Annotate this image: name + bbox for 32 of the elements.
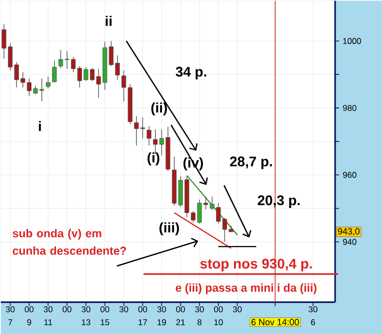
x-tick-label: 30 6: [308, 306, 318, 326]
y-tick-label: 960: [342, 172, 356, 178]
annotation: (ii): [151, 102, 167, 116]
annotation: 943,0: [338, 228, 360, 236]
x-tick-label: 00 9: [24, 306, 34, 326]
x-tick-label: 30: [119, 306, 128, 312]
y-tick-label: 940: [342, 238, 356, 245]
candlestick: [46, 76, 50, 89]
x-tick-label: 6 Nov 14:00: [252, 318, 299, 326]
x-tick-label: 30 11: [44, 306, 52, 326]
y-tick-label: 980: [342, 104, 356, 111]
annotation: 34 p.: [176, 66, 206, 80]
x-tick-label: 00: [62, 306, 72, 312]
y-tick-label: 1000: [343, 38, 362, 44]
candlestick: [52, 60, 57, 83]
annotation: ii: [106, 16, 112, 26]
annotation: (iii): [159, 222, 179, 236]
annotation: i: [38, 120, 41, 132]
x-tick-label: 30 19: [157, 306, 166, 326]
x-tick-label: 00 17: [138, 306, 148, 326]
x-tick-label: 00 21: [176, 306, 185, 326]
x-tick-label: 30 7: [6, 306, 15, 326]
candlestick: [146, 126, 152, 146]
x-tick-label: 30 13: [82, 306, 90, 326]
x-tick-label: 00 15: [100, 306, 110, 326]
x-tick-label: 00 10: [214, 306, 223, 326]
annotation: (i): [148, 152, 160, 166]
x-tick-label: 30: [232, 306, 242, 312]
annotation: e (iii) passa a mini i da (iii): [176, 283, 316, 294]
x-tick-label: 30 8: [195, 306, 204, 326]
annotation: sub onda (v) em cunha descendente?: [12, 228, 126, 255]
annotation: 28,7 p.: [230, 156, 272, 170]
